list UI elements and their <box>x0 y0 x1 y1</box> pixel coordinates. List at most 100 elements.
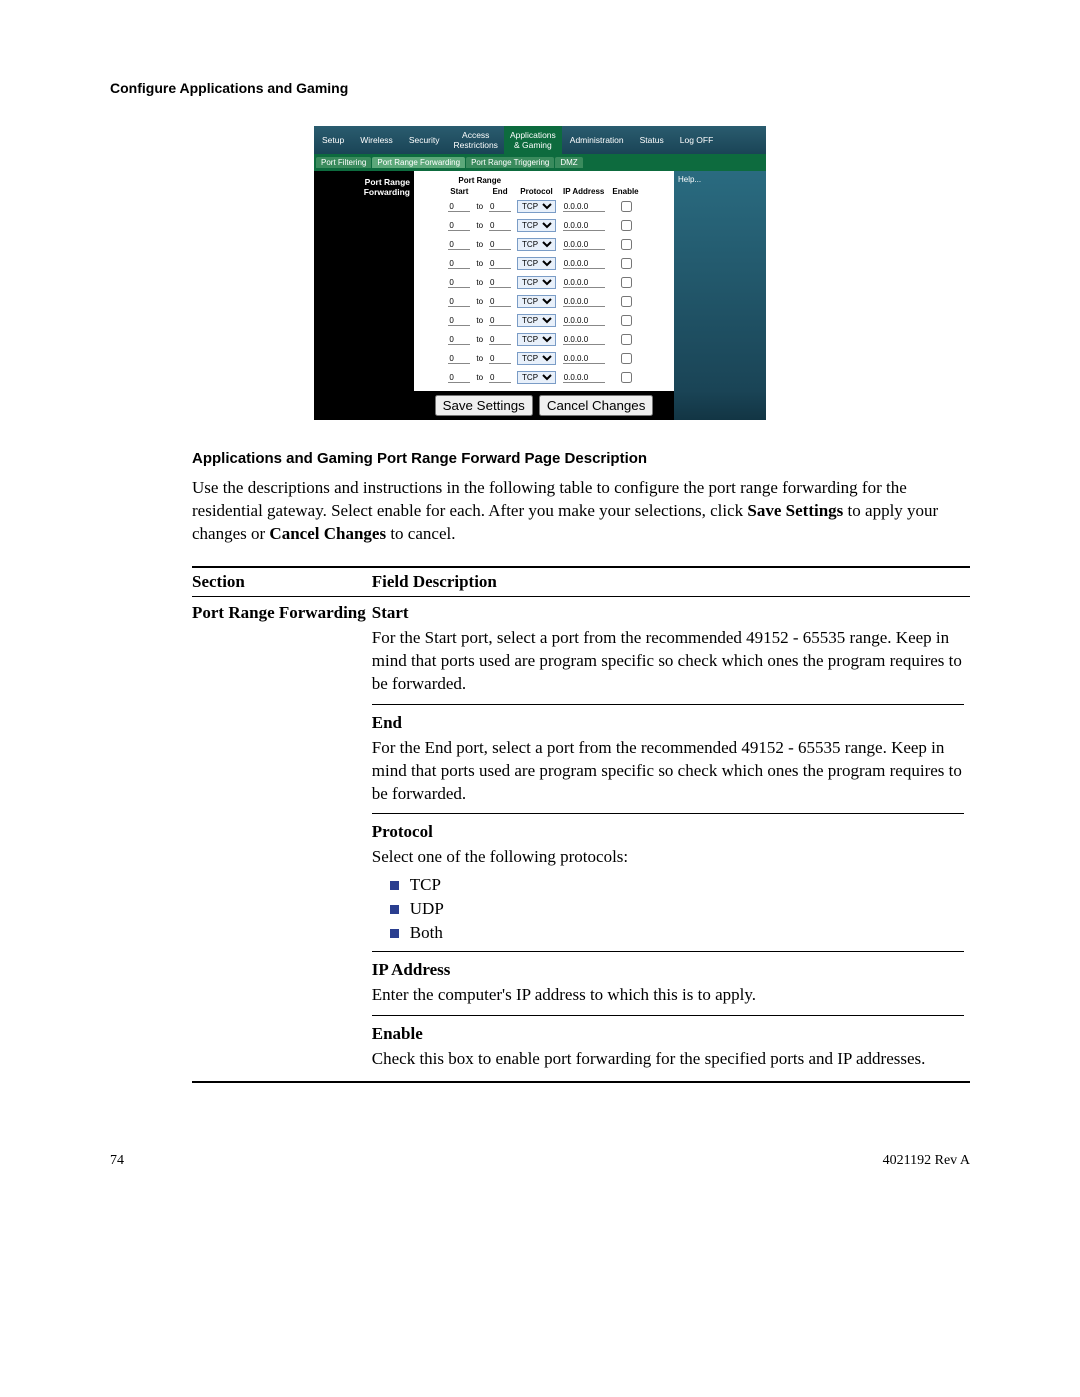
protocol-list: TCPUDPBoth <box>372 875 964 943</box>
ip-address-input[interactable] <box>563 220 605 231</box>
enable-checkbox[interactable] <box>621 296 632 307</box>
field-description: Check this box to enable port forwarding… <box>372 1048 964 1071</box>
page-footer: 74 4021192 Rev A <box>110 1153 970 1169</box>
protocol-list-item: Both <box>390 923 964 943</box>
end-port-input[interactable] <box>489 220 511 231</box>
port-range-row: to TCPUDPBoth <box>445 235 642 254</box>
topnav-tab[interactable]: Setup <box>314 135 352 145</box>
subnav-tab[interactable]: Port Range Forwarding <box>372 157 465 168</box>
protocol-select[interactable]: TCPUDPBoth <box>517 238 556 251</box>
topnav-tab[interactable]: Security <box>401 135 448 145</box>
protocol-select[interactable]: TCPUDPBoth <box>517 276 556 289</box>
router-left-label: Port Range Forwarding <box>314 171 414 391</box>
start-port-input[interactable] <box>448 372 470 383</box>
subnav-tab[interactable]: Port Range Triggering <box>466 157 554 168</box>
enable-checkbox[interactable] <box>621 258 632 269</box>
desc-section-label: Port Range Forwarding <box>192 596 372 1082</box>
router-screenshot: SetupWirelessSecurityAccessRestrictionsA… <box>314 126 766 420</box>
doc-revision: 4021192 Rev A <box>883 1153 970 1169</box>
field-name: Enable <box>372 1024 964 1044</box>
desc-fields-cell: Start For the Start port, select a port f… <box>372 596 970 1082</box>
end-port-input[interactable] <box>489 315 511 326</box>
field-name: End <box>372 713 964 733</box>
section-intro: Use the descriptions and instructions in… <box>110 477 970 546</box>
end-port-input[interactable] <box>489 277 511 288</box>
start-port-input[interactable] <box>448 277 470 288</box>
start-port-input[interactable] <box>448 239 470 250</box>
field-name: IP Address <box>372 960 964 980</box>
field-description: Enter the computer's IP address to which… <box>372 984 964 1007</box>
topnav-tab[interactable]: Wireless <box>352 135 401 145</box>
enable-checkbox[interactable] <box>621 220 632 231</box>
ip-address-input[interactable] <box>563 277 605 288</box>
enable-checkbox[interactable] <box>621 334 632 345</box>
topnav-tab[interactable]: Status <box>632 135 672 145</box>
topnav-tab[interactable]: AccessRestrictions <box>448 130 504 150</box>
desc-header-section: Section <box>192 567 372 597</box>
enable-checkbox[interactable] <box>621 353 632 364</box>
to-label: to <box>473 368 486 387</box>
topnav-tab[interactable]: Applications& Gaming <box>504 126 562 154</box>
to-label: to <box>473 216 486 235</box>
end-port-input[interactable] <box>489 334 511 345</box>
to-label: to <box>473 197 486 216</box>
ip-address-input[interactable] <box>563 296 605 307</box>
enable-checkbox[interactable] <box>621 201 632 212</box>
start-port-input[interactable] <box>448 334 470 345</box>
field-name: Start <box>372 603 964 623</box>
router-button-bar: Save Settings Cancel Changes <box>314 391 766 420</box>
ip-address-input[interactable] <box>563 315 605 326</box>
column-header: End <box>486 186 514 197</box>
protocol-select[interactable]: TCPUDPBoth <box>517 333 556 346</box>
port-range-row: to TCPUDPBoth <box>445 197 642 216</box>
subnav-tab[interactable]: Port Filtering <box>316 157 371 168</box>
field-description: For the Start port, select a port from t… <box>372 627 964 696</box>
save-settings-button[interactable]: Save Settings <box>435 395 533 416</box>
end-port-input[interactable] <box>489 296 511 307</box>
ip-address-input[interactable] <box>563 372 605 383</box>
start-port-input[interactable] <box>448 296 470 307</box>
ip-address-input[interactable] <box>563 353 605 364</box>
column-header <box>473 186 486 197</box>
protocol-select[interactable]: TCPUDPBoth <box>517 352 556 365</box>
topnav-tab[interactable]: Administration <box>562 135 632 145</box>
enable-checkbox[interactable] <box>621 239 632 250</box>
router-help-panel: Help... <box>674 171 766 391</box>
cancel-changes-button[interactable]: Cancel Changes <box>539 395 654 416</box>
protocol-list-item: TCP <box>390 875 964 895</box>
protocol-select[interactable]: TCPUDPBoth <box>517 314 556 327</box>
to-label: to <box>473 349 486 368</box>
start-port-input[interactable] <box>448 201 470 212</box>
protocol-select[interactable]: TCPUDPBoth <box>517 371 556 384</box>
end-port-input[interactable] <box>489 258 511 269</box>
end-port-input[interactable] <box>489 201 511 212</box>
router-subnav: Port FilteringPort Range ForwardingPort … <box>314 154 766 171</box>
end-port-input[interactable] <box>489 353 511 364</box>
enable-checkbox[interactable] <box>621 372 632 383</box>
ip-address-input[interactable] <box>563 334 605 345</box>
port-range-row: to TCPUDPBoth <box>445 349 642 368</box>
topnav-tab[interactable]: Log OFF <box>672 135 722 145</box>
enable-checkbox[interactable] <box>621 277 632 288</box>
port-range-row: toTCPUDPBoth <box>445 273 642 292</box>
to-label: to <box>473 235 486 254</box>
end-port-input[interactable] <box>489 239 511 250</box>
start-port-input[interactable] <box>448 353 470 364</box>
column-header: Enable <box>608 186 642 197</box>
start-port-input[interactable] <box>448 220 470 231</box>
start-port-input[interactable] <box>448 315 470 326</box>
end-port-input[interactable] <box>489 372 511 383</box>
protocol-select[interactable]: TCPUDPBoth <box>517 219 556 232</box>
enable-checkbox[interactable] <box>621 315 632 326</box>
start-port-input[interactable] <box>448 258 470 269</box>
subnav-tab[interactable]: DMZ <box>555 157 582 168</box>
ip-address-input[interactable] <box>563 201 605 212</box>
protocol-select[interactable]: TCPUDPBoth <box>517 200 556 213</box>
page-number: 74 <box>110 1153 124 1169</box>
ip-address-input[interactable] <box>563 258 605 269</box>
page-title: Configure Applications and Gaming <box>110 80 970 96</box>
protocol-select[interactable]: TCPUDPBoth <box>517 257 556 270</box>
ip-address-input[interactable] <box>563 239 605 250</box>
protocol-select[interactable]: TCPUDPBoth <box>517 295 556 308</box>
help-link[interactable]: Help... <box>678 175 701 184</box>
